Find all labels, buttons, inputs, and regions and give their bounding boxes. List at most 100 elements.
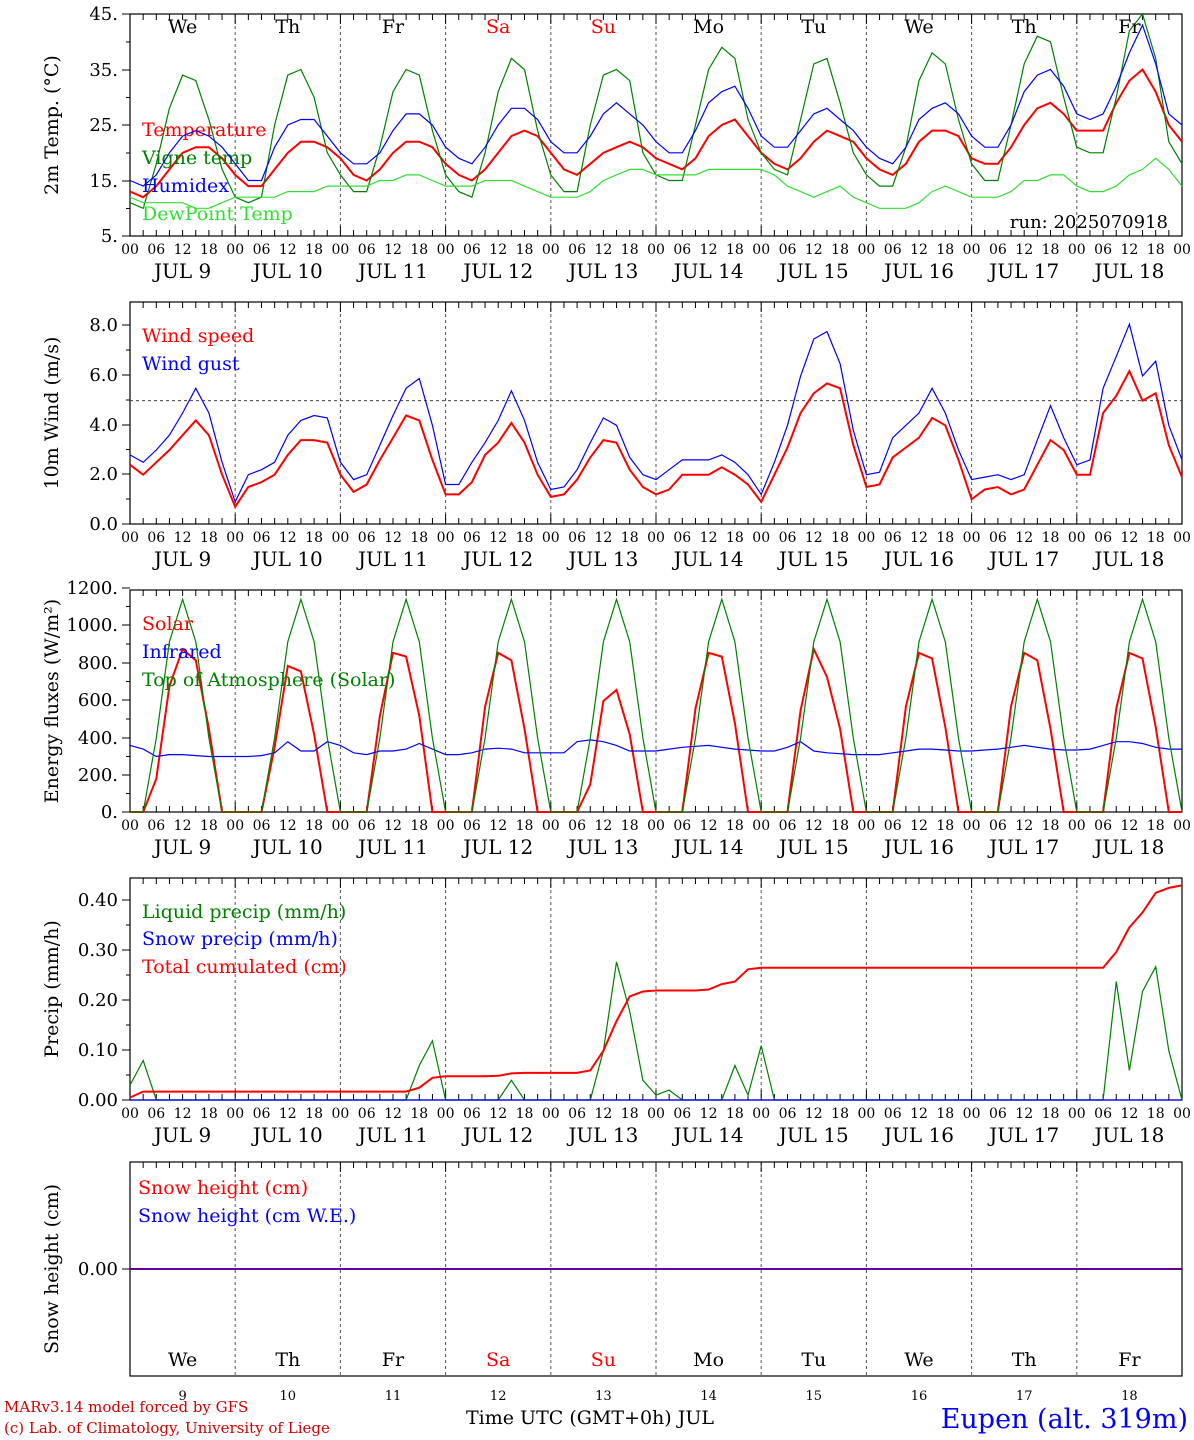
x-tick-label: 12 bbox=[1015, 818, 1033, 834]
day-number: 16 bbox=[911, 1389, 928, 1404]
day-name: Su bbox=[591, 16, 616, 38]
x-tick-label: 12 bbox=[1120, 1106, 1138, 1122]
legend-entry: Top of Atmosphere (Solar) bbox=[142, 669, 395, 691]
x-tick-label: 18 bbox=[621, 242, 639, 258]
x-tick-label: 18 bbox=[1147, 818, 1165, 834]
x-tick-label: 12 bbox=[700, 1106, 718, 1122]
x-tick-label: 00 bbox=[331, 242, 349, 258]
x-tick-label: 06 bbox=[253, 530, 271, 546]
x-tick-label: 06 bbox=[1094, 1106, 1112, 1122]
x-tick-label: 00 bbox=[1068, 818, 1086, 834]
x-tick-label: 00 bbox=[121, 1106, 139, 1122]
date-label: JUL 9 bbox=[152, 835, 211, 859]
x-tick-label: 06 bbox=[147, 1106, 165, 1122]
series-line bbox=[129, 884, 1183, 1099]
date-label: JUL 14 bbox=[672, 259, 744, 283]
x-tick-label: 00 bbox=[437, 818, 455, 834]
day-name: Sa bbox=[486, 16, 510, 38]
date-label: JUL 15 bbox=[777, 835, 849, 859]
panel-4: 0.00 0.10 0.20 0.30 0.40 Precip (mm/h) Liquid … bbox=[41, 877, 1191, 1147]
x-tick-label: 00 bbox=[331, 530, 349, 546]
x-tick-label: 12 bbox=[700, 242, 718, 258]
day-name-bottom: Fr bbox=[382, 1349, 405, 1371]
x-tick-label: 00 bbox=[437, 1106, 455, 1122]
x-tick-label: 18 bbox=[1147, 1106, 1165, 1122]
y-axis-label: Precip (mm/h) bbox=[41, 920, 63, 1058]
x-tick-label: 12 bbox=[594, 242, 612, 258]
day-number: 17 bbox=[1016, 1389, 1033, 1404]
date-label: JUL 15 bbox=[777, 547, 849, 571]
x-tick-label: 06 bbox=[463, 818, 481, 834]
x-tick-label: 06 bbox=[673, 818, 691, 834]
day-name-bottom: Fr bbox=[1118, 1349, 1141, 1371]
x-tick-label: 06 bbox=[779, 530, 797, 546]
day-name: We bbox=[904, 16, 933, 38]
x-tick-label: 12 bbox=[489, 530, 507, 546]
x-tick-label: 12 bbox=[805, 818, 823, 834]
y-tick-label: 0.00 bbox=[78, 1259, 118, 1280]
x-tick-label: 00 bbox=[857, 530, 875, 546]
day-name: Mo bbox=[693, 16, 724, 38]
x-tick-label: 00 bbox=[752, 1106, 770, 1122]
day-name-bottom: Tu bbox=[801, 1349, 826, 1371]
x-tick-label: 18 bbox=[410, 242, 428, 258]
day-number: 11 bbox=[385, 1389, 402, 1404]
credit-line-1: MARv3.14 model forced by GFS bbox=[4, 1398, 249, 1416]
x-tick-label: 06 bbox=[568, 1106, 586, 1122]
date-label: JUL 16 bbox=[882, 1123, 954, 1147]
x-tick-label: 18 bbox=[516, 1106, 534, 1122]
x-tick-label: 00 bbox=[752, 242, 770, 258]
date-label: JUL 11 bbox=[356, 1123, 428, 1147]
x-tick-label: 18 bbox=[621, 530, 639, 546]
x-tick-label: 06 bbox=[884, 1106, 902, 1122]
date-label: JUL 12 bbox=[461, 259, 533, 283]
x-tick-label: 00 bbox=[331, 1106, 349, 1122]
day-name-bottom: Sa bbox=[486, 1349, 510, 1371]
y-tick-label: 1000. bbox=[66, 615, 118, 636]
day-name: Tu bbox=[801, 16, 826, 38]
x-tick-label: 00 bbox=[963, 242, 981, 258]
x-tick-label: 00 bbox=[437, 242, 455, 258]
x-tick-label: 18 bbox=[410, 530, 428, 546]
x-tick-label: 18 bbox=[410, 1106, 428, 1122]
day-name-bottom: Th bbox=[1012, 1349, 1037, 1371]
date-label: JUL 12 bbox=[461, 547, 533, 571]
x-tick-label: 18 bbox=[200, 530, 218, 546]
day-number: 9 bbox=[178, 1389, 186, 1404]
day-number: 12 bbox=[490, 1389, 507, 1404]
x-tick-label: 00 bbox=[647, 242, 665, 258]
date-label: JUL 9 bbox=[152, 1123, 211, 1147]
y-axis-label: 10m Wind (m/s) bbox=[41, 337, 63, 490]
x-tick-label: 18 bbox=[1042, 1106, 1060, 1122]
x-tick-label: 18 bbox=[621, 818, 639, 834]
y-tick-label: 0.30 bbox=[78, 940, 118, 961]
date-label: JUL 10 bbox=[251, 547, 323, 571]
x-tick-label: 06 bbox=[358, 1106, 376, 1122]
x-tick-label: 12 bbox=[910, 242, 928, 258]
day-name: Fr bbox=[382, 16, 405, 38]
x-tick-label: 18 bbox=[305, 242, 323, 258]
legend-entry: Humidex bbox=[142, 175, 229, 197]
x-tick-label: 00 bbox=[1173, 818, 1191, 834]
x-tick-label: 06 bbox=[673, 1106, 691, 1122]
x-tick-label: 18 bbox=[1042, 530, 1060, 546]
series-line bbox=[130, 597, 1183, 813]
x-tick-label: 12 bbox=[805, 242, 823, 258]
x-tick-label: 00 bbox=[121, 530, 139, 546]
series-line bbox=[129, 157, 1183, 209]
x-tick-label: 18 bbox=[936, 818, 954, 834]
x-tick-label: 00 bbox=[542, 818, 560, 834]
x-tick-label: 06 bbox=[253, 1106, 271, 1122]
x-tick-label: 06 bbox=[989, 818, 1007, 834]
x-tick-label: 06 bbox=[779, 242, 797, 258]
x-tick-label: 12 bbox=[700, 818, 718, 834]
x-tick-label: 06 bbox=[568, 242, 586, 258]
x-tick-label: 18 bbox=[1147, 242, 1165, 258]
legend-entry: Snow height (cm) bbox=[138, 1177, 308, 1199]
day-name: Fr bbox=[1118, 16, 1141, 38]
x-tick-label: 12 bbox=[594, 1106, 612, 1122]
x-tick-label: 12 bbox=[1015, 242, 1033, 258]
x-tick-label: 00 bbox=[647, 818, 665, 834]
legend-entry: DewPoint Temp bbox=[142, 203, 293, 225]
y-tick-label: 25. bbox=[89, 115, 118, 136]
